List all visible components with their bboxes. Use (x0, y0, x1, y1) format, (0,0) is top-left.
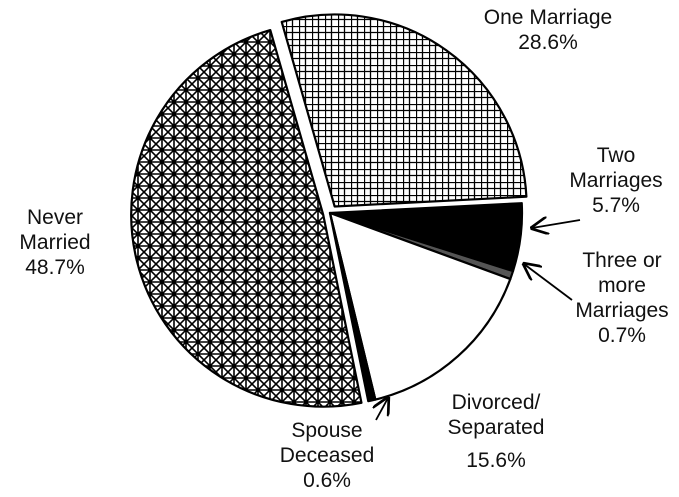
slice-label: Three or more Marriages 0.7% (567, 248, 677, 348)
value-label: 0.6% (303, 469, 351, 492)
slice-label: Never Married 48.7% (5, 205, 105, 280)
arrow (532, 220, 581, 228)
category-name: Never Married (19, 206, 91, 254)
arrow (376, 398, 388, 421)
arrows (376, 220, 581, 421)
value-label: 28.6% (518, 31, 578, 54)
pie-slice (280, 13, 528, 208)
value-label: 15.6% (466, 449, 526, 472)
slice-label: Spouse Deceased 0.6% (262, 418, 392, 493)
slice-label: Divorced/ Separated 15.6% (426, 390, 566, 473)
category-name: One Marriage (483, 6, 613, 29)
pie-slice (130, 29, 363, 408)
slice-label: One Marriage 28.6% (483, 5, 613, 55)
category-name: Three or more Marriages (575, 249, 669, 322)
category-name: Two Marriages (569, 144, 663, 192)
category-name: Spouse Deceased (279, 419, 375, 467)
arrow (524, 264, 573, 301)
pie-slice (328, 211, 512, 401)
value-label: 0.7% (598, 324, 646, 347)
value-label: 5.7% (592, 194, 640, 217)
category-name: Divorced/ Separated (447, 391, 545, 439)
slice-label: Two Marriages 5.7% (551, 143, 679, 218)
value-label: 48.7% (25, 256, 85, 279)
